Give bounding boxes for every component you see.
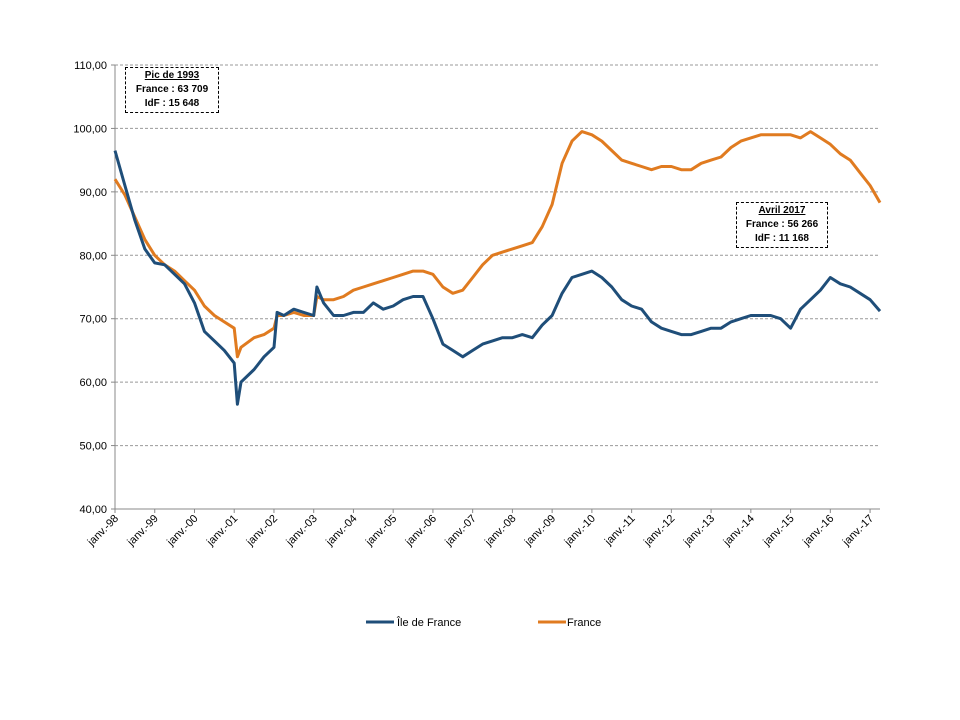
x-tick-label: janv.-00 xyxy=(164,513,200,549)
x-tick-label: janv.-04 xyxy=(323,513,359,549)
x-tick-label: janv.-02 xyxy=(244,513,280,549)
x-tick-label: janv.-16 xyxy=(800,513,836,549)
x-tick-label: janv.-10 xyxy=(562,513,598,549)
annotation-line: IdF : 15 648 xyxy=(144,98,200,109)
series-line-ile-de-france xyxy=(113,150,882,406)
y-tick-label: 70,00 xyxy=(79,314,107,326)
y-tick-label: 40,00 xyxy=(79,504,107,516)
x-tick-label: janv.-17 xyxy=(840,513,876,549)
series-line-france xyxy=(113,130,882,359)
annotation-title: Pic de 1993 xyxy=(144,70,200,81)
legend-label-idf: Île de France xyxy=(396,616,461,629)
x-tick-label: janv.-08 xyxy=(482,513,518,549)
legend: Île de France France xyxy=(366,616,601,629)
x-tick-label: janv.-09 xyxy=(522,513,558,549)
x-tick-label: janv.-01 xyxy=(204,513,240,549)
x-tick-label: janv.-98 xyxy=(85,513,121,549)
x-tick-label: janv.-14 xyxy=(721,513,757,549)
x-tick-label: janv.-03 xyxy=(284,513,320,549)
x-tick-label: janv.-15 xyxy=(760,513,796,549)
x-tick-label: janv.-07 xyxy=(442,513,478,549)
x-tick-label: janv.-11 xyxy=(602,513,638,549)
annotation-april-2017: Avril 2017 France : 56 266 IdF : 11 168 xyxy=(736,202,828,248)
x-tick-label: janv.-12 xyxy=(641,513,677,549)
x-axis-ticks: janv.-98 janv.-99 janv.-00 janv.-01 janv.-02… xyxy=(85,509,876,549)
y-tick-label: 100,00 xyxy=(73,123,107,135)
x-tick-label: janv.-06 xyxy=(403,513,439,549)
x-tick-label: janv.-99 xyxy=(125,513,161,549)
annotation-title: Avril 2017 xyxy=(758,205,806,216)
y-tick-label: 80,00 xyxy=(79,250,107,262)
annotation-line: IdF : 11 168 xyxy=(755,233,809,244)
annotation-line: France : 56 266 xyxy=(745,219,819,230)
y-tick-label: 50,00 xyxy=(79,441,107,453)
y-tick-label: 60,00 xyxy=(79,377,107,389)
grid-lines xyxy=(115,64,880,447)
legend-label-france: France xyxy=(567,617,601,629)
y-axis-ticks: 40,00 50,00 60,00 70,00 80,00 90,00 100,00 110,… xyxy=(73,60,115,516)
series-lines xyxy=(113,130,882,406)
annotation-line: France : 63 709 xyxy=(135,84,209,95)
y-tick-label: 90,00 xyxy=(79,187,107,199)
x-tick-label: janv.-05 xyxy=(363,513,399,549)
y-tick-label: 110,00 xyxy=(74,60,107,72)
x-tick-label: janv.-13 xyxy=(681,513,717,549)
annotation-peak-1993: Pic de 1993 France : 63 709 IdF : 15 648 xyxy=(125,67,219,113)
